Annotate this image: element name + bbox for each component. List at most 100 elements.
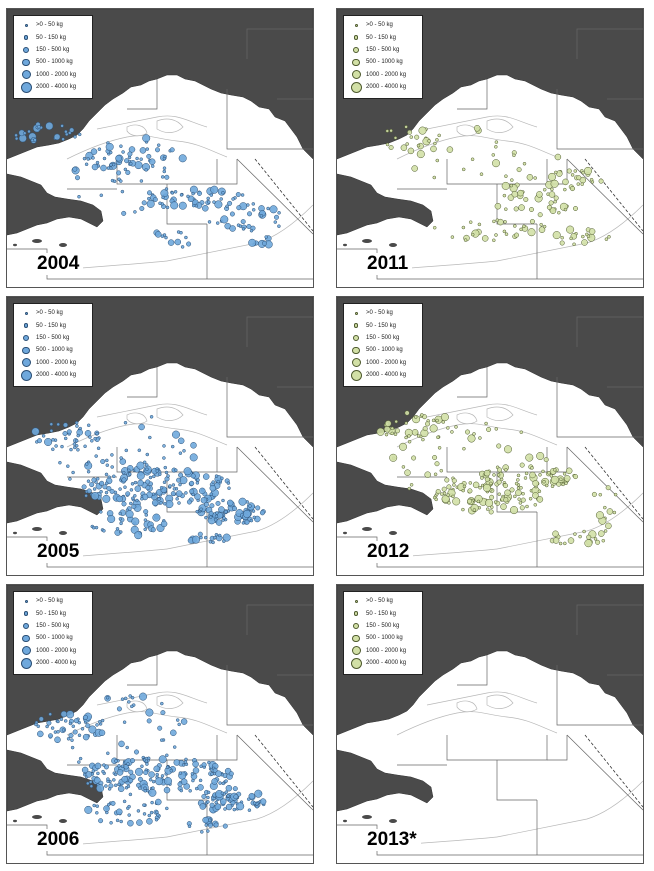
catch-point xyxy=(573,169,578,173)
catch-point xyxy=(118,517,123,521)
catch-point xyxy=(552,530,559,538)
catch-point xyxy=(407,147,415,155)
catch-point xyxy=(77,733,82,738)
catch-point xyxy=(125,491,131,497)
catch-point xyxy=(240,219,246,225)
management-boundary-4 xyxy=(566,158,643,235)
catch-point xyxy=(222,516,226,520)
catch-point xyxy=(100,164,107,172)
catch-point xyxy=(478,485,482,490)
catch-point xyxy=(210,772,214,776)
catch-point xyxy=(34,722,38,727)
catch-point xyxy=(519,430,524,434)
legend-row: 50 - 150 kg xyxy=(18,31,88,43)
catch-point xyxy=(114,759,118,763)
legend-label: >0 - 50 kg xyxy=(366,22,393,29)
catch-point xyxy=(435,418,439,423)
catch-point xyxy=(175,497,179,501)
catch-point xyxy=(88,725,97,734)
catch-point xyxy=(420,413,424,417)
catch-point xyxy=(145,762,149,766)
catch-point xyxy=(510,178,514,182)
catch-point xyxy=(109,163,113,167)
catch-point xyxy=(236,205,242,211)
catch-point xyxy=(516,478,520,482)
catch-point xyxy=(189,480,195,486)
catch-point xyxy=(113,490,118,495)
catch-point xyxy=(473,125,481,132)
catch-point xyxy=(127,472,132,476)
legend-symbol xyxy=(18,35,34,40)
catch-point xyxy=(450,430,454,434)
catch-point xyxy=(150,527,156,533)
catch-point xyxy=(145,479,151,485)
catch-point xyxy=(233,794,239,800)
catch-point xyxy=(178,472,184,478)
legend-label: 2000 - 4000 kg xyxy=(366,84,407,91)
catch-point xyxy=(145,708,154,717)
island-3 xyxy=(13,531,17,535)
catch-point xyxy=(127,151,133,157)
catch-point xyxy=(559,477,563,482)
legend-label: 500 - 1000 kg xyxy=(366,59,403,66)
catch-point xyxy=(119,144,123,148)
catch-point xyxy=(45,724,49,729)
catch-point xyxy=(504,174,508,178)
catch-point xyxy=(144,463,149,467)
legend-label: 2000 - 4000 kg xyxy=(36,372,77,379)
land-cape-cod xyxy=(337,461,434,524)
catch-point xyxy=(163,465,168,470)
catch-point xyxy=(566,168,572,174)
management-boundary-6 xyxy=(246,604,313,635)
catch-point xyxy=(27,129,31,134)
catch-point xyxy=(462,446,466,451)
catch-point xyxy=(139,206,145,211)
catch-point xyxy=(122,720,127,724)
catch-point xyxy=(128,146,136,153)
catch-point xyxy=(519,227,523,232)
catch-point xyxy=(219,798,227,805)
catch-point xyxy=(207,220,212,224)
catch-point xyxy=(94,525,99,530)
catch-point xyxy=(212,200,216,204)
catch-point xyxy=(48,733,53,739)
catch-point xyxy=(162,444,166,448)
catch-point xyxy=(252,801,257,805)
catch-point xyxy=(411,429,419,436)
catch-point xyxy=(142,803,146,807)
legend-circle-icon xyxy=(22,346,30,355)
legend-row: 50 - 150 kg xyxy=(18,319,88,331)
catch-point xyxy=(209,503,215,509)
island-0 xyxy=(362,527,372,531)
catch-point xyxy=(133,210,137,214)
catch-point xyxy=(69,127,75,133)
legend-circle-icon xyxy=(23,46,29,53)
catch-point xyxy=(116,706,122,712)
catch-point xyxy=(229,211,235,217)
catch-point xyxy=(454,425,458,429)
catch-point xyxy=(175,718,180,722)
catch-point xyxy=(147,196,151,201)
catch-point xyxy=(532,492,539,499)
depth-contour-1 xyxy=(426,691,538,706)
depth-contour-1 xyxy=(426,115,538,130)
catch-point xyxy=(523,197,529,202)
catch-point xyxy=(192,535,200,544)
catch-point xyxy=(89,482,95,488)
catch-point xyxy=(497,467,502,473)
catch-point xyxy=(470,232,475,237)
catch-point xyxy=(472,481,480,489)
catch-point xyxy=(115,154,122,162)
catch-point xyxy=(259,798,267,805)
catch-point xyxy=(110,800,116,806)
catch-point xyxy=(99,510,103,514)
catch-point xyxy=(127,819,134,827)
catch-point xyxy=(491,153,496,157)
catch-point xyxy=(206,790,211,795)
catch-point xyxy=(51,447,55,452)
catch-point xyxy=(128,694,132,698)
catch-point xyxy=(215,511,219,515)
catch-point xyxy=(124,448,129,453)
catch-point xyxy=(429,424,438,433)
catch-point xyxy=(113,783,118,788)
